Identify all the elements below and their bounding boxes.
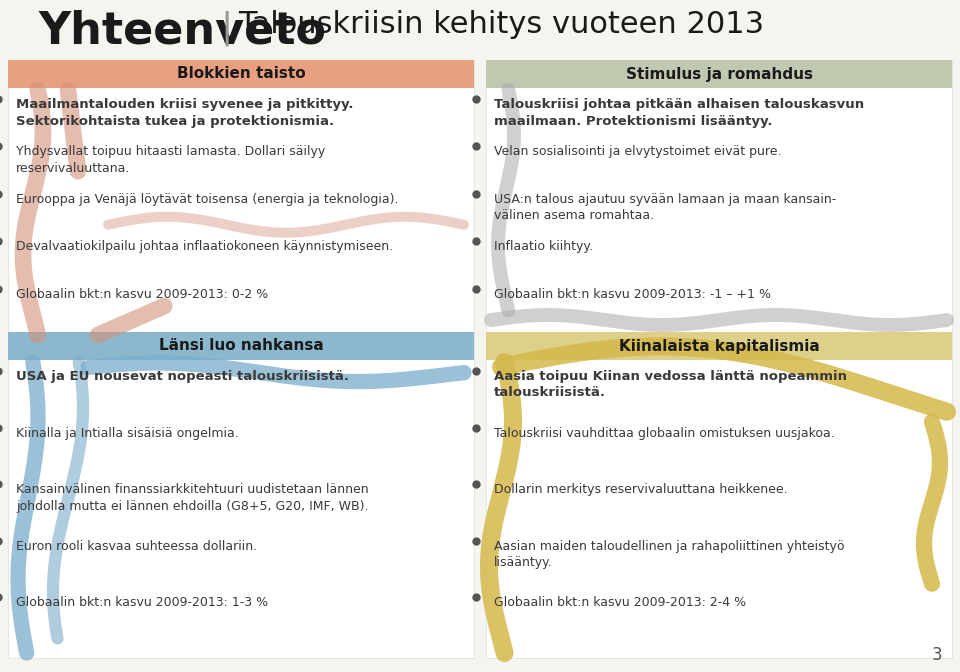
Text: Globaalin bkt:n kasvu 2009-2013: 2-4 %: Globaalin bkt:n kasvu 2009-2013: 2-4 % <box>494 597 746 610</box>
Bar <box>486 60 952 340</box>
Text: Devalvaatiokilpailu johtaa inflaatiokoneen käynnistymiseen.: Devalvaatiokilpailu johtaa inflaatiokone… <box>16 240 394 253</box>
Text: Globaalin bkt:n kasvu 2009-2013: -1 – +1 %: Globaalin bkt:n kasvu 2009-2013: -1 – +1… <box>494 288 771 300</box>
Text: USA ja EU nousevat nopeasti talouskriisistä.: USA ja EU nousevat nopeasti talouskriisi… <box>16 370 349 383</box>
Bar <box>486 332 952 360</box>
Text: |: | <box>220 10 232 46</box>
Text: Globaalin bkt:n kasvu 2009-2013: 1-3 %: Globaalin bkt:n kasvu 2009-2013: 1-3 % <box>16 597 268 610</box>
Text: USA:n talous ajautuu syvään lamaan ja maan kansain-
välinen asema romahtaa.: USA:n talous ajautuu syvään lamaan ja ma… <box>494 193 836 222</box>
Bar <box>8 60 474 340</box>
Text: Yhdysvallat toipuu hitaasti lamasta. Dollari säilyy
reservivaluuttana.: Yhdysvallat toipuu hitaasti lamasta. Dol… <box>16 145 325 175</box>
Text: Kansainvälinen finanssiarkkitehtuuri uudistetaan lännen
johdolla mutta ei lännen: Kansainvälinen finanssiarkkitehtuuri uud… <box>16 483 369 513</box>
Bar <box>486 60 952 88</box>
Bar <box>8 332 474 360</box>
Bar <box>486 332 952 658</box>
Text: Globaalin bkt:n kasvu 2009-2013: 0-2 %: Globaalin bkt:n kasvu 2009-2013: 0-2 % <box>16 288 268 300</box>
Text: Talouskriisi johtaa pitkään alhaisen talouskasvun
maailmaan. Protektionismi lisä: Talouskriisi johtaa pitkään alhaisen tal… <box>494 98 864 128</box>
Text: Aasian maiden taloudellinen ja rahapoliittinen yhteistyö
lisääntyy.: Aasian maiden taloudellinen ja rahapolii… <box>494 540 845 569</box>
Bar <box>8 60 474 88</box>
Text: Kiinalla ja Intialla sisäisiä ongelmia.: Kiinalla ja Intialla sisäisiä ongelmia. <box>16 427 239 439</box>
Bar <box>8 332 474 658</box>
Text: Blokkien taisto: Blokkien taisto <box>177 67 305 81</box>
Text: Yhteenveto: Yhteenveto <box>38 10 326 53</box>
Text: Länsi luo nahkansa: Länsi luo nahkansa <box>158 339 324 353</box>
Text: Aasia toipuu Kiinan vedossa länttä nopeammin
talouskriisistä.: Aasia toipuu Kiinan vedossa länttä nopea… <box>494 370 847 399</box>
Text: Maailmantalouden kriisi syvenee ja pitkittyy.
Sektorikohtaista tukea ja protekti: Maailmantalouden kriisi syvenee ja pitki… <box>16 98 353 128</box>
Text: Talouskriisi vauhdittaa globaalin omistuksen uusjakoa.: Talouskriisi vauhdittaa globaalin omistu… <box>494 427 835 439</box>
Text: Velan sosialisointi ja elvytystoimet eivät pure.: Velan sosialisointi ja elvytystoimet eiv… <box>494 145 781 159</box>
Text: Talouskriisin kehitys vuoteen 2013: Talouskriisin kehitys vuoteen 2013 <box>238 10 764 39</box>
Text: Euron rooli kasvaa suhteessa dollariin.: Euron rooli kasvaa suhteessa dollariin. <box>16 540 257 553</box>
Text: 3: 3 <box>931 646 942 664</box>
Text: Inflaatio kiihtyy.: Inflaatio kiihtyy. <box>494 240 593 253</box>
Text: Stimulus ja romahdus: Stimulus ja romahdus <box>626 67 812 81</box>
Text: Kiinalaista kapitalismia: Kiinalaista kapitalismia <box>618 339 820 353</box>
Text: Eurooppa ja Venäjä löytävät toisensa (energia ja teknologia).: Eurooppa ja Venäjä löytävät toisensa (en… <box>16 193 398 206</box>
Text: Dollarin merkitys reservivaluuttana heikkenee.: Dollarin merkitys reservivaluuttana heik… <box>494 483 787 496</box>
